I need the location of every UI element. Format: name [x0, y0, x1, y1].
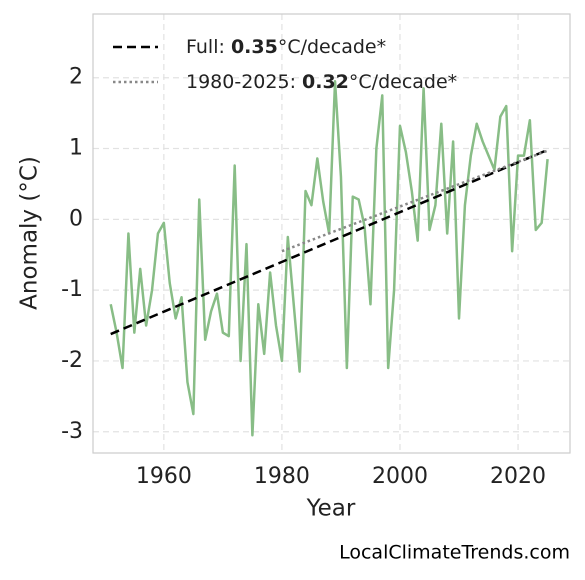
legend-label: Full: 0.35°C/decade* — [186, 36, 386, 58]
y-tick-label: 2 — [69, 65, 83, 90]
y-tick-label: -3 — [61, 419, 83, 444]
y-tick-label: 0 — [69, 206, 83, 231]
x-tick-label: 1980 — [254, 464, 310, 489]
y-axis-label: Anomaly (°C) — [17, 156, 43, 310]
x-tick-label: 1960 — [136, 464, 192, 489]
series-line — [109, 80, 549, 437]
series-line — [281, 149, 549, 253]
y-tick-label: 1 — [69, 136, 83, 161]
x-axis-label: Year — [306, 496, 356, 522]
y-tick-label: -1 — [61, 277, 83, 302]
x-tick-label: 2000 — [372, 464, 428, 489]
legend-label: 1980-2025: 0.32°C/decade* — [186, 71, 457, 93]
x-tick-label: 2020 — [490, 464, 546, 489]
plot-border — [92, 13, 571, 454]
y-tick-label: -2 — [61, 348, 83, 373]
series-line — [110, 148, 549, 336]
watermark: LocalClimateTrends.com — [339, 542, 570, 564]
